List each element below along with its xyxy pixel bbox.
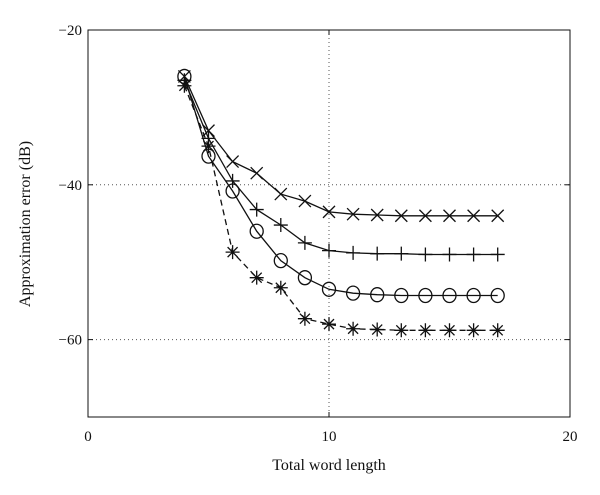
y-tick-label: −40 — [59, 178, 82, 194]
point-marker-circle — [297, 270, 313, 286]
point-marker-circle — [321, 281, 337, 297]
point-marker-star — [490, 323, 505, 338]
point-marker-x — [322, 205, 336, 219]
x-tick-label: 10 — [322, 429, 337, 445]
point-marker-plus — [418, 247, 433, 262]
series-line — [183, 76, 498, 217]
point-marker-plus — [297, 235, 312, 250]
point-marker-circle — [442, 287, 457, 304]
point-marker-plus — [225, 173, 240, 188]
point-marker-plus — [370, 246, 385, 261]
point-marker-circle — [273, 253, 288, 269]
y-tick-label: −60 — [59, 333, 82, 349]
point-marker-x — [298, 194, 312, 208]
point-marker-star — [177, 78, 192, 93]
point-marker-plus — [490, 247, 505, 262]
point-marker-x — [467, 209, 481, 223]
series-4 — [177, 78, 505, 338]
series-line — [183, 80, 498, 256]
point-marker-circle — [394, 287, 409, 304]
point-marker-x — [443, 209, 456, 223]
point-marker-plus — [442, 247, 457, 262]
x-tick-label: 0 — [84, 429, 92, 445]
point-marker-circle — [370, 287, 385, 303]
series-line — [183, 85, 498, 331]
series-3 — [177, 68, 505, 304]
x-tick-label: 20 — [563, 429, 578, 445]
point-marker-circle — [225, 183, 240, 199]
point-marker-x — [370, 208, 384, 222]
series-layer — [177, 68, 505, 338]
point-marker-circle — [490, 287, 505, 304]
point-marker-circle — [249, 223, 264, 239]
point-marker-star — [201, 139, 216, 154]
gridlines — [88, 30, 570, 417]
point-marker-x — [250, 166, 264, 180]
point-marker-x — [491, 209, 505, 223]
point-marker-x — [274, 187, 288, 201]
point-marker-plus — [322, 243, 336, 258]
point-marker-x — [394, 209, 408, 223]
point-marker-star — [273, 280, 288, 295]
y-axis-label: Approximation error (dB) — [17, 141, 34, 307]
point-marker-circle — [345, 285, 361, 301]
point-marker-star — [418, 323, 433, 338]
point-marker-star — [346, 321, 361, 336]
point-marker-star — [442, 323, 457, 338]
point-marker-x — [346, 207, 360, 221]
y-tick-label: −20 — [59, 23, 82, 39]
point-marker-star — [394, 323, 409, 338]
point-marker-x — [418, 209, 432, 223]
point-marker-star — [297, 311, 312, 326]
axis-ticks: 0 10 20 −20 −40 −60 — [59, 23, 578, 445]
point-marker-plus — [346, 245, 361, 260]
series-line — [183, 76, 498, 297]
series-1 — [177, 69, 505, 223]
x-axis-label: Total word length — [272, 457, 386, 474]
point-marker-star — [225, 245, 240, 260]
point-marker-star — [249, 270, 264, 285]
point-marker-circle — [418, 287, 433, 304]
point-marker-plus — [394, 246, 409, 261]
point-marker-star — [322, 317, 336, 332]
point-marker-plus — [249, 202, 264, 217]
point-marker-plus — [466, 247, 481, 262]
point-marker-star — [466, 323, 481, 338]
point-marker-plus — [273, 218, 288, 233]
point-marker-star — [370, 322, 385, 337]
point-marker-x — [226, 155, 240, 169]
point-marker-circle — [466, 287, 481, 304]
